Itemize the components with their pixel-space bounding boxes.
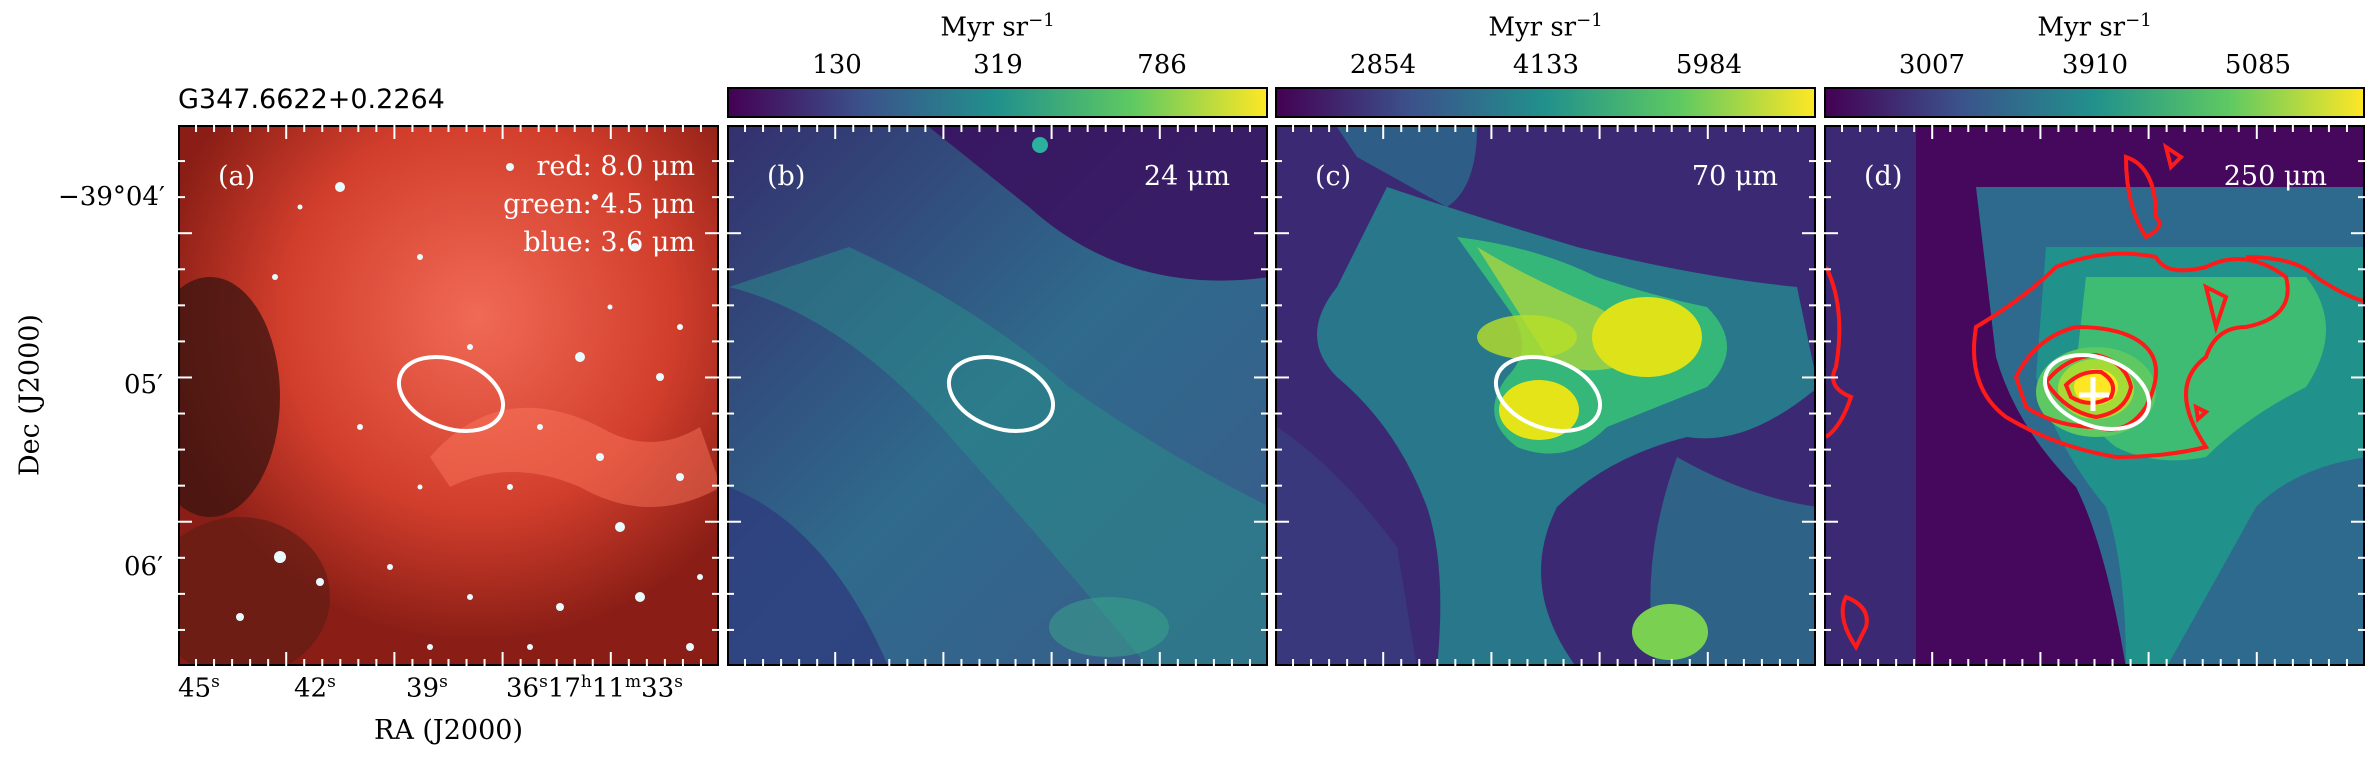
colorbar-d-tick: 5085 xyxy=(2224,50,2292,80)
dec-tick-label: 05′ xyxy=(124,370,163,400)
panel-a-blue-band: blue: 3.6 μm xyxy=(523,227,695,258)
ra-tick-label: 42s xyxy=(294,672,336,704)
colorbar-b-title: Myr sr−1 xyxy=(940,10,1055,43)
panel-a-image: (a) red: 8.0 μm green: 4.5 μm blue: 3.6 … xyxy=(178,125,719,666)
ra-tick-label: 45s xyxy=(178,672,220,704)
colorbar-c-title: Myr sr−1 xyxy=(1488,10,1603,43)
dec-tick-label: 06′ xyxy=(124,552,163,582)
colorbar-c-tick: 4133 xyxy=(1512,50,1580,80)
colorbar-b-tick: 786 xyxy=(1137,50,1187,80)
colorbar-c xyxy=(1275,87,1816,118)
dec-tick-label: −39°04′ xyxy=(58,182,165,212)
colorbar-b xyxy=(727,87,1268,118)
colorbar-b-tick: 130 xyxy=(812,50,862,80)
panel-d-band: 250 μm xyxy=(2223,161,2327,192)
source-title: G347.6622+0.2264 xyxy=(178,84,445,115)
panel-d-image: (d) 250 μm xyxy=(1824,125,2365,666)
panel-b-label: (b) xyxy=(767,161,806,192)
panel-b-band: 24 μm xyxy=(1143,161,1230,192)
colorbar-c-tick: 5984 xyxy=(1675,50,1743,80)
ra-tick-label: 36s17h11m33s xyxy=(506,672,683,704)
panel-c-label: (c) xyxy=(1315,161,1352,192)
panel-a-label: (a) xyxy=(218,161,256,192)
x-axis-label: RA (J2000) xyxy=(373,715,523,746)
y-axis-label: Dec (J2000) xyxy=(14,314,46,476)
panel-a-red-band: red: 8.0 μm xyxy=(536,151,695,182)
colorbar-d-tick: 3910 xyxy=(2061,50,2129,80)
panel-c-image: (c) 70 μm xyxy=(1275,125,1816,666)
panel-c-band: 70 μm xyxy=(1691,161,1778,192)
panel-b-image: (b) 24 μm xyxy=(727,125,1268,666)
colorbar-d-title: Myr sr−1 xyxy=(2037,10,2152,43)
colorbar-c-tick: 2854 xyxy=(1349,50,1417,80)
colorbar-d xyxy=(1824,87,2365,118)
ra-tick-label: 39s xyxy=(406,672,448,704)
panel-d-label: (d) xyxy=(1864,161,1903,192)
panel-a-green-band: green: 4.5 μm xyxy=(503,189,695,220)
colorbar-b-tick: 319 xyxy=(973,50,1023,80)
colorbar-d-tick: 3007 xyxy=(1898,50,1966,80)
